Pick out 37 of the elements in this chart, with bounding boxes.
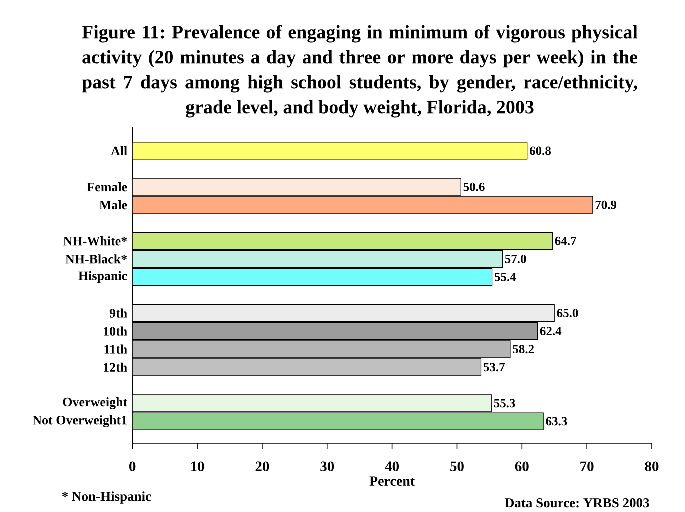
data-label: 57.0 (505, 254, 526, 264)
y-tick-label: 12th (104, 362, 128, 372)
data-label: 63.3 (546, 417, 568, 426)
x-tick-label: 40 (385, 462, 399, 472)
y-tick-label: NH-White* (64, 236, 128, 246)
data-label: 62.4 (540, 327, 562, 336)
source-note: Data Source: YRBS 2003 (505, 498, 650, 508)
data-label: 50.6 (464, 182, 485, 192)
y-tick-label: 11th (104, 344, 128, 354)
y-tick-label: 10th (104, 326, 128, 336)
y-tick-label: Male (100, 200, 128, 210)
x-tick-label: 50 (450, 462, 464, 472)
y-tick-label: All (111, 146, 128, 156)
x-tick-label: 70 (580, 462, 594, 472)
x-tick-label: 30 (320, 462, 334, 472)
x-tick-label: 60 (515, 462, 529, 472)
x-tick-label: 80 (645, 462, 659, 472)
data-label: 65.0 (557, 309, 578, 318)
y-tick-label: Overweight (63, 398, 128, 410)
data-label: 64.7 (555, 236, 576, 246)
data-label: 55.3 (494, 399, 516, 408)
data-label: 53.7 (484, 363, 506, 372)
x-tick-label: 0 (130, 462, 136, 472)
x-tick-label: 20 (256, 462, 270, 472)
text: * Non-Hispanic (62, 492, 152, 504)
data-label: 58.2 (513, 345, 534, 354)
x-axis-title: Percent (370, 476, 416, 486)
y-tick-label: Not Overweight1 (32, 416, 127, 428)
data-label: 70.9 (596, 200, 617, 210)
x-tick-label: 10 (191, 462, 204, 472)
y-tick-label: NH-Black* (66, 254, 128, 264)
data-label: 55.4 (494, 273, 516, 282)
y-tick-label: 9th (110, 308, 128, 318)
y-tick-label: Hispanic (78, 271, 128, 284)
chart-title: Figure 11: Prevalence of engaging in minimum of vigorous physical activity (20 minutes a day and three or more days per week) in the past 7 days among high school students, by gender, race/ethnicity, grade level, and body weight, Florida, 2003 (82, 25, 638, 118)
y-tick-label: Female (87, 182, 128, 192)
data-label: 60.8 (530, 146, 552, 156)
